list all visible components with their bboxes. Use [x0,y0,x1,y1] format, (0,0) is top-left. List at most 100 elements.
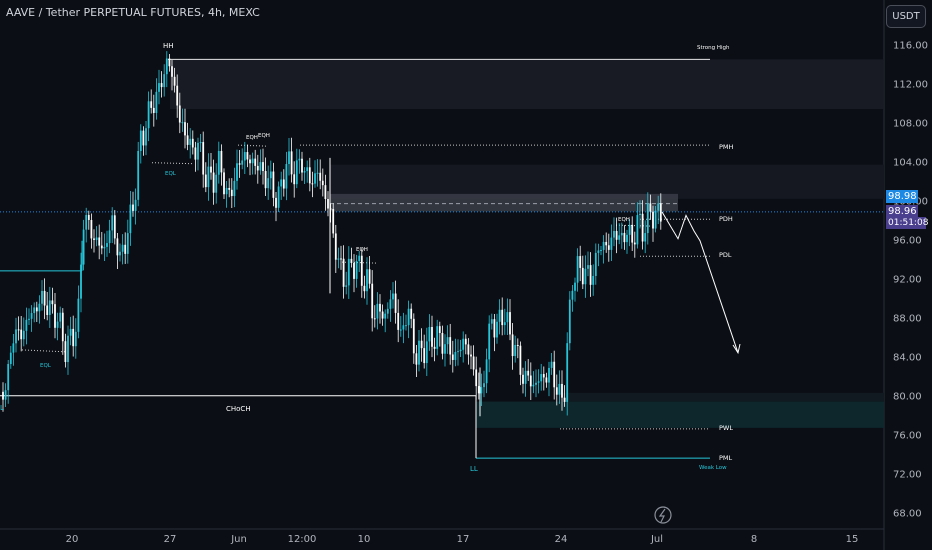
candle-body [532,384,535,387]
candle-body [116,238,119,256]
candle-body [389,299,392,309]
candle-body [150,101,153,108]
candle-body [444,344,446,354]
candle-body [134,199,137,211]
candle-body [631,224,634,243]
candle-body [215,174,218,193]
y-tick-label: 96.00 [893,236,922,247]
order-block-zone [330,193,678,212]
candle-body [93,238,95,240]
candle-body [267,178,270,189]
candle-body [238,163,241,165]
candle-body [184,122,186,136]
y-tick-label: 116.00 [893,41,928,52]
candle-body [368,269,371,284]
candle-body [480,387,483,394]
candle-body [628,224,631,235]
candle-body [568,299,571,344]
currency-button[interactable]: USDT [886,5,926,28]
candle-body [100,245,103,249]
candle-body [449,337,452,355]
candle-body [594,252,597,276]
eql-line-upper [151,162,193,165]
candle-body [269,171,272,179]
candle-body [38,303,41,312]
candle-body [4,390,7,400]
candle-body [384,313,387,319]
candle-body [542,374,545,378]
candle-body [441,332,444,354]
candle-body [121,244,124,252]
y-tick-label: 80.00 [893,392,922,403]
candle-body [381,311,384,319]
candle-body [256,165,259,171]
y-tick-label: 76.00 [893,431,922,442]
candle-body [605,241,608,246]
candle-body [181,122,184,124]
candle-body [272,171,275,198]
candle-body [345,285,348,287]
pml-label: PML [719,454,733,462]
candle-body [119,251,121,256]
candle-body [366,269,368,292]
supply-zone-pmh [330,164,884,199]
candle-body [249,159,251,164]
candle-body [129,204,132,234]
demand-zone-top [560,392,884,402]
candle-body [412,318,415,354]
pmh-label: PMH [719,143,734,151]
candle-body [262,162,264,171]
candle-body [87,214,90,221]
candle-body [33,307,36,314]
candle-body [303,171,306,173]
projection-arrowhead [732,343,741,355]
candle-body [425,341,428,364]
candle-body [9,352,12,364]
choch-label: CHoCH [226,405,251,413]
candle-body [69,328,72,336]
candle-body [189,138,192,145]
candle-body [54,304,56,328]
demand-zone-teal [476,401,884,428]
candle-body [537,381,540,383]
candle-body [165,58,168,75]
candle-body [337,258,340,260]
candle-body [264,170,267,189]
candle-body [428,327,431,342]
candle-body [225,187,228,195]
candle-body [111,215,114,231]
candle-body [350,258,353,263]
candle-body [498,309,501,322]
candle-body [587,265,589,269]
candle-body [576,256,579,283]
candle-body [340,258,342,260]
pwl-label: PWL [719,424,733,432]
candle-body [259,162,262,171]
candle-body [561,383,563,398]
candle-body [230,189,233,197]
candle-body [56,321,59,328]
candle-body [613,230,615,238]
candle-body [319,172,322,181]
candle-body [332,208,335,234]
candle-body [558,383,561,395]
lightning-icon [654,506,672,524]
candle-body [358,255,361,261]
candle-body [516,344,519,346]
candle-body [30,313,33,319]
y-tick-label: 104.00 [893,158,928,169]
candle-body [657,203,660,211]
candle-body [20,329,23,340]
candle-body [451,354,454,360]
candle-body [2,391,4,400]
candle-body [509,312,511,335]
candle-body [579,256,582,268]
candle-body [407,308,410,326]
candle-body [490,319,493,324]
candle-body [438,326,441,333]
candle-body [399,329,402,331]
upper-price-tag: 98.98 [886,190,918,203]
candle-body [59,312,62,322]
candle-body [90,220,93,239]
